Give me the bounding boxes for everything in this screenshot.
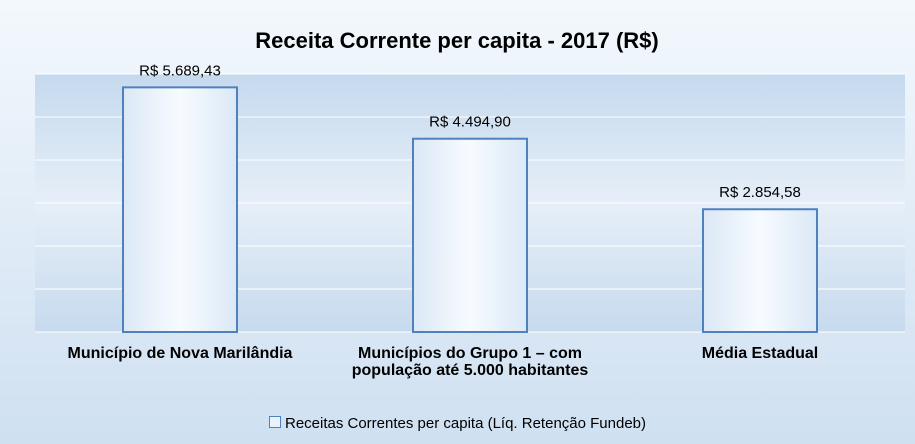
chart-title: Receita Corrente per capita - 2017 (R$) <box>255 28 659 53</box>
bar <box>412 137 528 333</box>
bar <box>122 86 238 333</box>
legend-label: Receitas Correntes per capita (Líq. Rete… <box>284 415 647 432</box>
bar <box>702 208 818 334</box>
data-label: R$ 2.854,58 <box>719 184 801 201</box>
legend-swatch <box>268 416 281 428</box>
x-tick-label: Município de Nova Marilândia <box>67 345 293 362</box>
legend: Receitas Correntes per capita (Líq. Rete… <box>0 415 915 432</box>
data-label: R$ 5.689,43 <box>139 62 221 79</box>
x-tick-label: Média Estadual <box>701 345 819 362</box>
x-tick-label: Municípios do Grupo 1 – com população at… <box>351 345 589 379</box>
data-label: R$ 4.494,90 <box>429 114 511 131</box>
